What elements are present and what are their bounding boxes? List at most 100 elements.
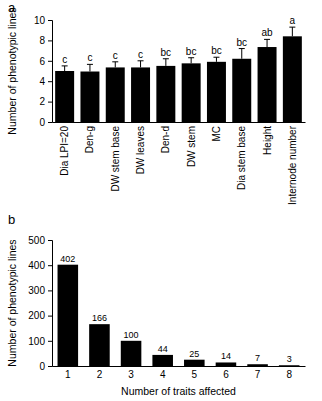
y-axis-title: Number of phenotypic lines <box>6 7 18 134</box>
tick-label: Dia LPI=20 <box>59 126 70 176</box>
tick: Den-g <box>84 122 95 153</box>
tick-mark <box>48 341 52 342</box>
error-line <box>191 58 192 64</box>
tick-label: 8 <box>286 369 292 380</box>
tick: 6 <box>39 56 52 67</box>
tick-label: 400 <box>28 260 45 271</box>
x-axis: Dia LPI=20 Den-g DW stem base DW leaves Den-… <box>53 122 306 205</box>
tick-label: 6 <box>39 56 45 67</box>
tick: 200 <box>28 310 52 321</box>
tick: 5 <box>192 366 198 380</box>
tick-label: 2 <box>97 369 103 380</box>
tick: 100 <box>28 336 52 347</box>
bar <box>58 265 79 366</box>
error-bar <box>87 64 93 71</box>
tick: 6 <box>223 366 229 380</box>
error-cap <box>188 57 194 58</box>
tick: MC <box>211 122 222 142</box>
tick-label: 5 <box>192 369 198 380</box>
bar <box>89 324 110 366</box>
error-line <box>64 66 65 71</box>
axis-line <box>48 241 53 367</box>
tick-label: DW stem <box>186 126 197 167</box>
tick-mark <box>48 102 52 103</box>
tick: 400 <box>28 260 52 271</box>
significance-letter: c <box>87 52 92 63</box>
tick-mark <box>48 81 52 82</box>
axis-line <box>53 122 306 123</box>
error-cap <box>289 27 295 28</box>
significance-letter: bc <box>236 37 247 48</box>
bar <box>80 72 99 122</box>
tick: 3 <box>128 366 134 380</box>
tick-mark <box>48 290 52 291</box>
bar <box>279 365 300 366</box>
bar <box>207 62 226 122</box>
y-axis: 0246810 <box>34 15 53 128</box>
error-line <box>267 39 268 47</box>
error-cap <box>62 65 68 66</box>
significance-letter: c <box>113 50 118 61</box>
tick-label: 1 <box>65 369 71 380</box>
error-bar <box>112 62 118 68</box>
tick-label: Den-g <box>84 126 95 153</box>
bar <box>156 66 175 122</box>
error-cap <box>138 60 144 61</box>
axis-line <box>48 21 53 123</box>
tick: 4 <box>39 76 52 87</box>
error-bar <box>163 59 169 66</box>
error-cap <box>213 57 219 58</box>
plot-area <box>55 27 302 122</box>
tick-mark <box>48 122 52 123</box>
error-bar <box>188 58 194 64</box>
error-bar <box>62 66 68 71</box>
tick-label: 0 <box>39 117 45 128</box>
significance-letter: bc <box>186 46 197 57</box>
error-cap <box>163 58 169 59</box>
data-label: 3 <box>287 354 292 364</box>
data-label: 166 <box>92 313 107 323</box>
tick-label: 10 <box>34 15 46 26</box>
data-label: 25 <box>189 349 199 359</box>
tick: 4 <box>160 366 166 380</box>
y-axis-title: Number of phenotypic lines <box>6 239 18 366</box>
bar <box>232 59 251 122</box>
tick-label: 7 <box>255 369 261 380</box>
tick-label: 0 <box>39 361 45 372</box>
tick: DW stem base <box>110 122 121 192</box>
tick-mark <box>48 40 52 41</box>
x-axis: 1 2 3 4 5 6 7 8 <box>53 366 306 380</box>
error-bar <box>264 39 270 47</box>
tick-label: Den-d <box>160 126 171 153</box>
tick-label: 4 <box>160 369 166 380</box>
tick-label: DW stem base <box>110 126 121 192</box>
tick: 500 <box>28 235 52 246</box>
tick: 2 <box>97 366 103 380</box>
tick: DW stem <box>186 122 197 167</box>
tick: 8 <box>39 35 52 46</box>
tick: Dia LPI=20 <box>59 122 70 176</box>
error-cap <box>239 48 245 49</box>
tick: 10 <box>34 15 52 26</box>
tick: DW leaves <box>135 122 146 174</box>
bar <box>216 362 237 366</box>
error-line <box>140 61 141 68</box>
error-bar <box>239 49 245 59</box>
tick-label: 4 <box>39 76 45 87</box>
bar <box>121 341 142 366</box>
axis-line <box>53 366 306 367</box>
tick: 1 <box>65 366 71 380</box>
tick: Den-d <box>160 122 171 153</box>
tick-mark <box>48 265 52 266</box>
tick: 7 <box>255 366 261 380</box>
significance-letter: c <box>138 49 143 60</box>
tick-label: 6 <box>223 369 229 380</box>
bar <box>106 67 125 122</box>
bar <box>152 355 173 366</box>
error-cap <box>112 61 118 62</box>
error-cap <box>87 64 93 65</box>
tick-mark <box>48 316 52 317</box>
tick: Internode number <box>287 122 298 205</box>
significance-letter: ab <box>261 27 273 38</box>
tick: 300 <box>28 285 52 296</box>
